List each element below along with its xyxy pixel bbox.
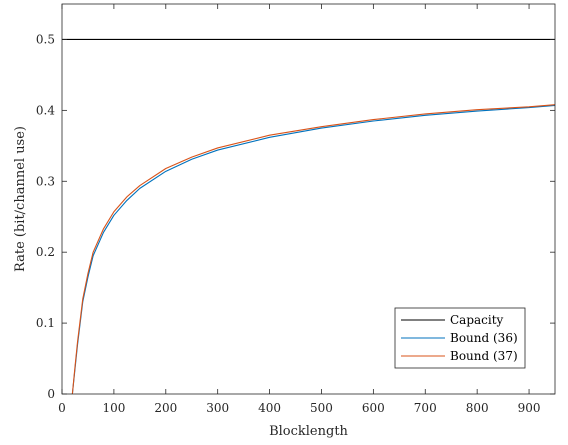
y-tick-label: 0.2 [36, 245, 55, 259]
x-tick-label: 400 [258, 401, 281, 415]
ticks-layer: 0 100 200 300 400 500 600 700 800 900 0 0.1 0.2 0.3 0.… [36, 4, 555, 415]
y-axis-label: Rate (bit/channel use) [13, 126, 28, 272]
y-tick-label: 0.1 [36, 316, 55, 330]
x-tick-label: 900 [518, 401, 541, 415]
plot-frame [61, 3, 556, 395]
x-tick-label: 700 [414, 401, 437, 415]
series-line-2 [71, 104, 556, 395]
x-axis-label: Blocklength [269, 424, 348, 439]
series-layer [62, 38, 556, 395]
x-tick-label: 100 [102, 401, 125, 415]
y-tick-label: 0.3 [36, 174, 55, 188]
x-tick-label: 200 [154, 401, 177, 415]
y-tick-label: 0.4 [36, 103, 55, 117]
series-line-1 [71, 104, 556, 395]
x-tick-label: 800 [466, 401, 489, 415]
x-tick-label: 300 [206, 401, 229, 415]
legend: Capacity Bound (36) Bound (37) [394, 307, 526, 369]
legend-label: Capacity [450, 313, 504, 327]
y-tick-label: 0 [47, 387, 55, 401]
x-tick-label: 600 [362, 401, 385, 415]
legend-label: Bound (36) [450, 331, 518, 345]
x-tick-label: 0 [58, 401, 66, 415]
legend-label: Bound (37) [450, 349, 518, 363]
x-tick-label: 500 [310, 401, 333, 415]
y-tick-label: 0.5 [36, 32, 55, 46]
